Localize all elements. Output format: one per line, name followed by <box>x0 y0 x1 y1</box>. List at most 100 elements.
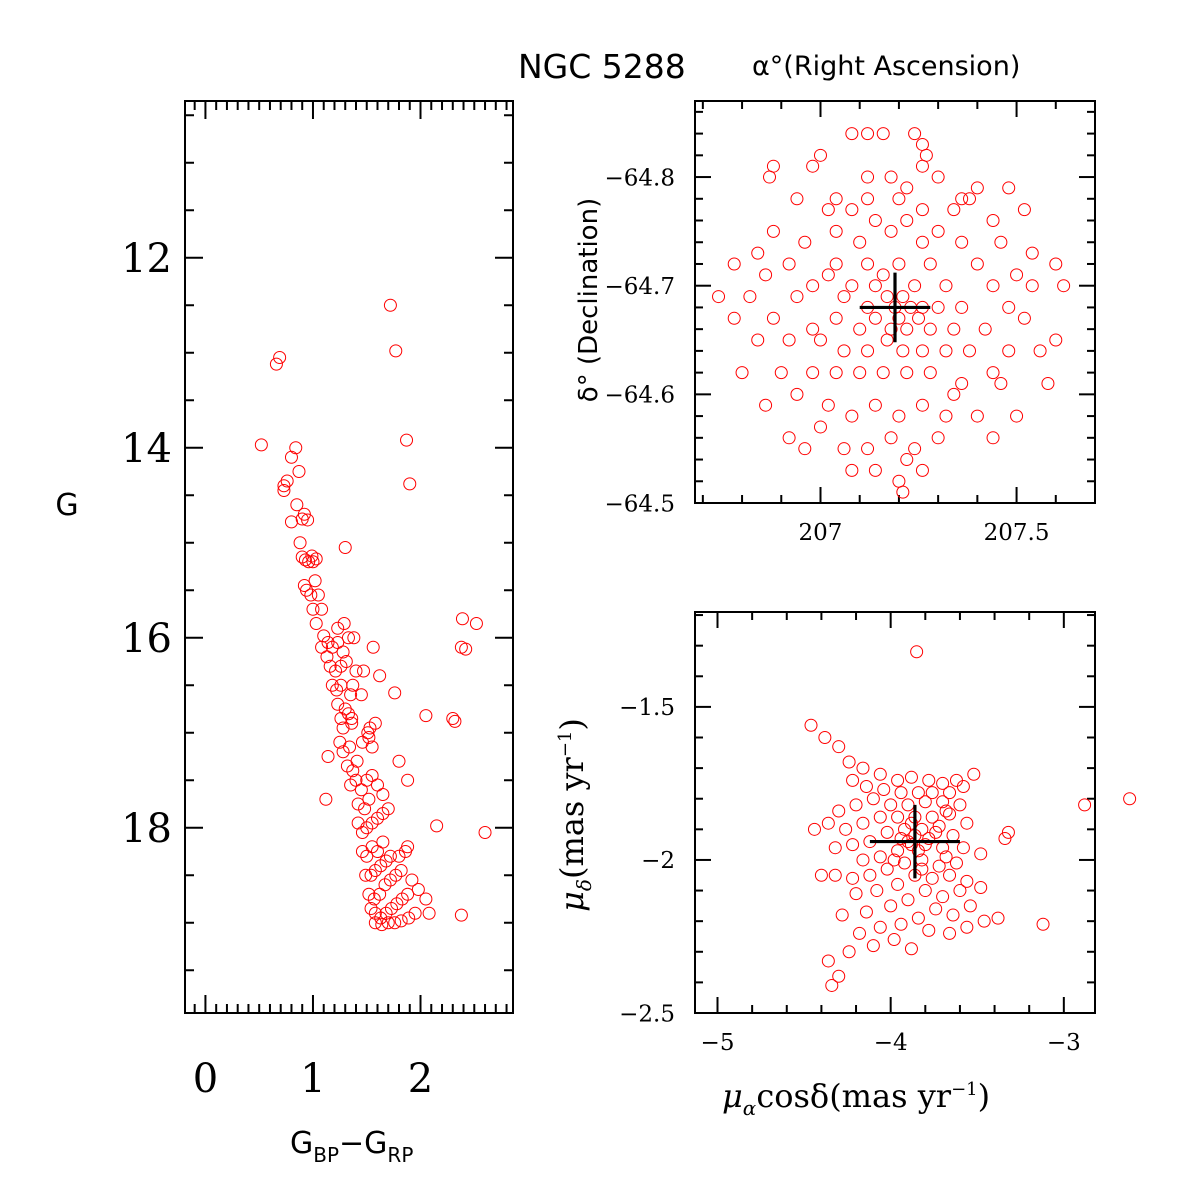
sky-star-point <box>813 148 827 162</box>
pm-star-point <box>960 874 974 888</box>
cmd-star-point <box>362 731 376 744</box>
cmd-star-point <box>365 816 379 830</box>
cmd-star-point <box>383 849 397 863</box>
sky-star-point <box>915 159 929 173</box>
cmd-star-point <box>430 819 444 833</box>
sky-star-point <box>790 192 804 206</box>
pm-star-point <box>1036 917 1050 931</box>
pm-star-point <box>911 844 925 858</box>
cmd-star-point <box>344 778 358 792</box>
cmd-star-point <box>368 916 382 930</box>
cmd-star-point <box>379 854 393 868</box>
sky-star-point <box>955 192 969 206</box>
pm-star-point <box>960 920 974 934</box>
cmd-star-point <box>344 688 358 702</box>
cmd-star-point <box>381 802 395 816</box>
cmd-star-point <box>419 709 433 723</box>
pm-x-tick-label: −4 <box>874 1030 908 1056</box>
pm-star-point <box>925 871 939 885</box>
cmd-star-point <box>401 840 415 854</box>
cmd-star-point <box>289 441 303 455</box>
pm-star-point <box>898 856 912 870</box>
cmd-star-point <box>346 678 360 692</box>
sky-star-point <box>774 366 788 380</box>
sky-star-point <box>970 257 984 271</box>
sky-star-point <box>892 311 906 325</box>
sky-y-tick-label: −64.5 <box>605 491 675 517</box>
cmd-star-point <box>401 887 415 901</box>
cmd-star-point <box>400 433 414 447</box>
pm-star-point <box>856 816 870 830</box>
sky-y-tick-label: −64.6 <box>605 383 675 409</box>
cmd-star-point <box>364 902 378 915</box>
cmd-star-point <box>376 788 390 801</box>
pm-star-point <box>894 786 908 800</box>
sky-star-point <box>763 170 777 184</box>
cmd-star-point <box>370 778 384 792</box>
pm-star-point <box>866 939 880 953</box>
cmd-star-point <box>311 588 325 602</box>
cmd-star-point <box>349 664 363 678</box>
cmd-frame <box>184 100 514 1014</box>
cmd-star-point <box>300 583 314 597</box>
sky-star-point <box>939 409 953 423</box>
sky-star-point <box>1010 409 1024 423</box>
sky-star-point <box>931 431 945 445</box>
cmd-x-label-minus: − <box>339 1126 364 1161</box>
cmd-star-point <box>354 688 368 702</box>
sky-star-point <box>915 203 929 217</box>
pm-star-point <box>922 773 936 787</box>
pm-star-point <box>956 841 970 855</box>
cmd-star-point <box>362 792 376 806</box>
sky-star-point <box>915 344 929 358</box>
sky-star-point <box>845 279 859 293</box>
sky-x-tick-label: 207.5 <box>984 520 1050 546</box>
sky-star-point <box>955 300 969 314</box>
sky-star-point <box>868 214 882 228</box>
cmd-star-point <box>365 840 379 854</box>
sky-star-point <box>1002 181 1016 195</box>
pm-star-point <box>828 868 842 882</box>
pm-star-point <box>825 978 839 992</box>
pm-star-point <box>936 890 950 904</box>
cmd-star-point <box>330 683 344 697</box>
pm-y-tick-label: −1.5 <box>619 695 675 721</box>
sky-star-point <box>766 159 780 173</box>
sky-star-point <box>876 268 890 282</box>
cmd-star-point <box>390 897 404 911</box>
cmd-star-point <box>394 864 408 877</box>
sky-star-point <box>884 224 898 238</box>
cmd-ticks <box>185 101 513 1013</box>
pm-star-point <box>991 911 1005 925</box>
cmd-x-tick-label: 2 <box>408 1056 433 1102</box>
cmd-star-point <box>325 678 339 692</box>
sky-star-point <box>884 431 898 445</box>
pm-star-point <box>804 718 818 732</box>
sky-star-point <box>900 214 914 228</box>
cmd-star-point <box>395 892 409 906</box>
sky-star-point <box>1002 300 1016 314</box>
cmd-star-point <box>338 541 352 554</box>
sky-star-point <box>853 235 867 249</box>
sky-frame <box>694 100 1096 504</box>
sky-star-point <box>1033 344 1047 358</box>
cmd-x-tick-labels: 0 1 2 <box>193 1056 434 1102</box>
cmd-star-point <box>305 549 319 563</box>
pm-star-point <box>873 850 887 864</box>
cmd-star-point <box>345 716 359 730</box>
sky-star-point <box>939 344 953 358</box>
pm-star-point <box>932 859 946 873</box>
pm-star-point <box>863 868 877 882</box>
cmd-star-point <box>292 465 306 478</box>
cmd-star-point <box>365 740 379 754</box>
sky-star-point <box>1049 333 1063 347</box>
cmd-star-point <box>383 298 397 312</box>
pm-star-point <box>832 969 846 983</box>
pm-star-point <box>884 798 898 812</box>
pm-star-point <box>939 850 953 864</box>
pm-ticks <box>695 612 1095 1014</box>
sky-star-point <box>978 322 992 336</box>
pm-points <box>804 645 1137 992</box>
pm-star-point <box>967 767 981 781</box>
cmd-star-point <box>309 617 323 630</box>
